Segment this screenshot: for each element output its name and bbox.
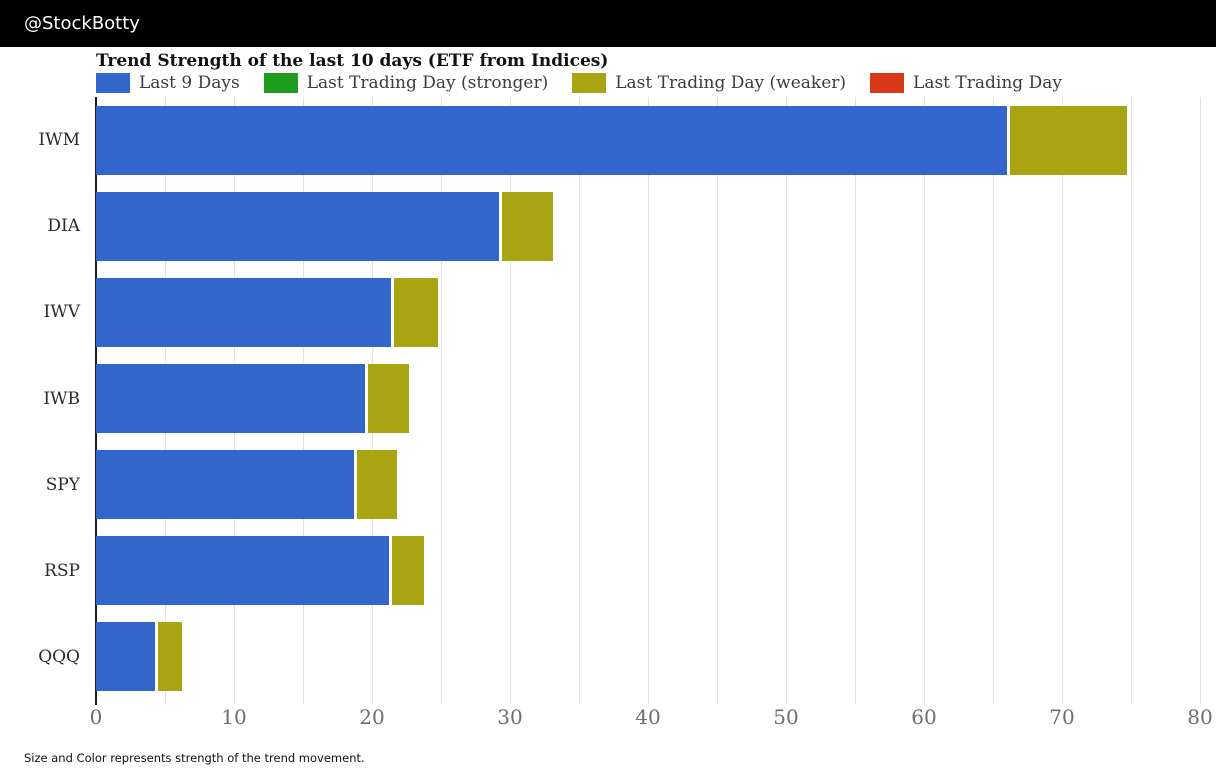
gridline-25 bbox=[441, 97, 442, 704]
y-axis-label-iwm: IWM bbox=[38, 130, 80, 151]
x-axis-tick-70: 70 bbox=[1049, 705, 1075, 729]
legend-label-last-trading-day-weaker: Last Trading Day (weaker) bbox=[615, 72, 847, 93]
bar-spy-last-trading-day-weaker bbox=[357, 450, 397, 520]
gridline-45 bbox=[717, 97, 718, 704]
legend-swatch-last-9-days bbox=[96, 72, 130, 93]
legend-item-last-9-days: Last 9 Days bbox=[96, 72, 240, 93]
chart-title: Trend Strength of the last 10 days (ETF … bbox=[96, 51, 609, 71]
y-axis-label-qqq: QQQ bbox=[38, 646, 80, 667]
x-axis-tick-0: 0 bbox=[89, 705, 103, 729]
header-bar: @StockBotty bbox=[0, 0, 1216, 47]
legend-item-last-trading-day-stronger: Last Trading Day (stronger) bbox=[263, 72, 549, 93]
bar-rsp-last-9-days bbox=[96, 536, 389, 606]
bar-spy-last-9-days bbox=[96, 450, 355, 520]
legend-label-last-9-days: Last 9 Days bbox=[139, 72, 240, 93]
bar-iwv-last-9-days bbox=[96, 277, 392, 347]
y-axis-label-iwv: IWV bbox=[43, 302, 80, 323]
x-axis-tick-60: 60 bbox=[911, 705, 937, 729]
x-axis-tick-50: 50 bbox=[773, 705, 799, 729]
plot-area bbox=[95, 97, 1204, 705]
gridline-75 bbox=[1131, 97, 1132, 704]
x-axis-tick-40: 40 bbox=[635, 705, 661, 729]
legend-swatch-last-trading-day-stronger bbox=[263, 72, 298, 93]
legend-item-last-trading-day: Last Trading Day bbox=[870, 72, 1062, 93]
bar-qqq-last-9-days bbox=[96, 622, 156, 692]
bar-iwv-last-trading-day-weaker bbox=[394, 277, 439, 347]
gridline-35 bbox=[579, 97, 580, 704]
legend-swatch-last-trading-day-weaker bbox=[572, 72, 607, 93]
legend-label-last-trading-day: Last Trading Day bbox=[913, 72, 1062, 93]
y-axis-label-dia: DIA bbox=[47, 216, 80, 237]
bar-rsp-last-trading-day-weaker bbox=[391, 536, 425, 606]
gridline-50 bbox=[786, 97, 787, 704]
x-axis-tick-30: 30 bbox=[497, 705, 523, 729]
bar-iwm-last-trading-day-weaker bbox=[1009, 105, 1127, 175]
bar-dia-last-trading-day-weaker bbox=[501, 191, 553, 261]
gridline-65 bbox=[993, 97, 994, 704]
account-handle: @StockBotty bbox=[24, 13, 140, 34]
legend-swatch-last-trading-day bbox=[870, 72, 905, 93]
gridline-30 bbox=[510, 97, 511, 704]
legend-item-last-trading-day-weaker: Last Trading Day (weaker) bbox=[572, 72, 847, 93]
x-axis-tick-80: 80 bbox=[1187, 705, 1213, 729]
y-axis-label-rsp: RSP bbox=[44, 560, 80, 581]
legend: Last 9 Days Last Trading Day (stronger) La… bbox=[96, 72, 1062, 93]
bar-dia-last-9-days bbox=[96, 191, 499, 261]
gridline-70 bbox=[1062, 97, 1063, 704]
bar-iwb-last-trading-day-weaker bbox=[368, 364, 410, 433]
gridline-40 bbox=[648, 97, 649, 704]
bar-iwb-last-9-days bbox=[96, 364, 366, 433]
gridline-80 bbox=[1200, 97, 1201, 704]
y-axis-label-spy: SPY bbox=[45, 474, 80, 495]
x-axis-tick-20: 20 bbox=[359, 705, 385, 729]
bar-iwm-last-9-days bbox=[96, 105, 1007, 175]
x-axis-tick-10: 10 bbox=[221, 705, 247, 729]
chart-footnote: Size and Color represents strength of th… bbox=[24, 751, 365, 765]
bar-qqq-last-trading-day-weaker bbox=[158, 622, 182, 692]
gridline-55 bbox=[855, 97, 856, 704]
y-axis-label-iwb: IWB bbox=[43, 388, 80, 409]
legend-label-last-trading-day-stronger: Last Trading Day (stronger) bbox=[306, 72, 549, 93]
gridline-60 bbox=[924, 97, 925, 704]
